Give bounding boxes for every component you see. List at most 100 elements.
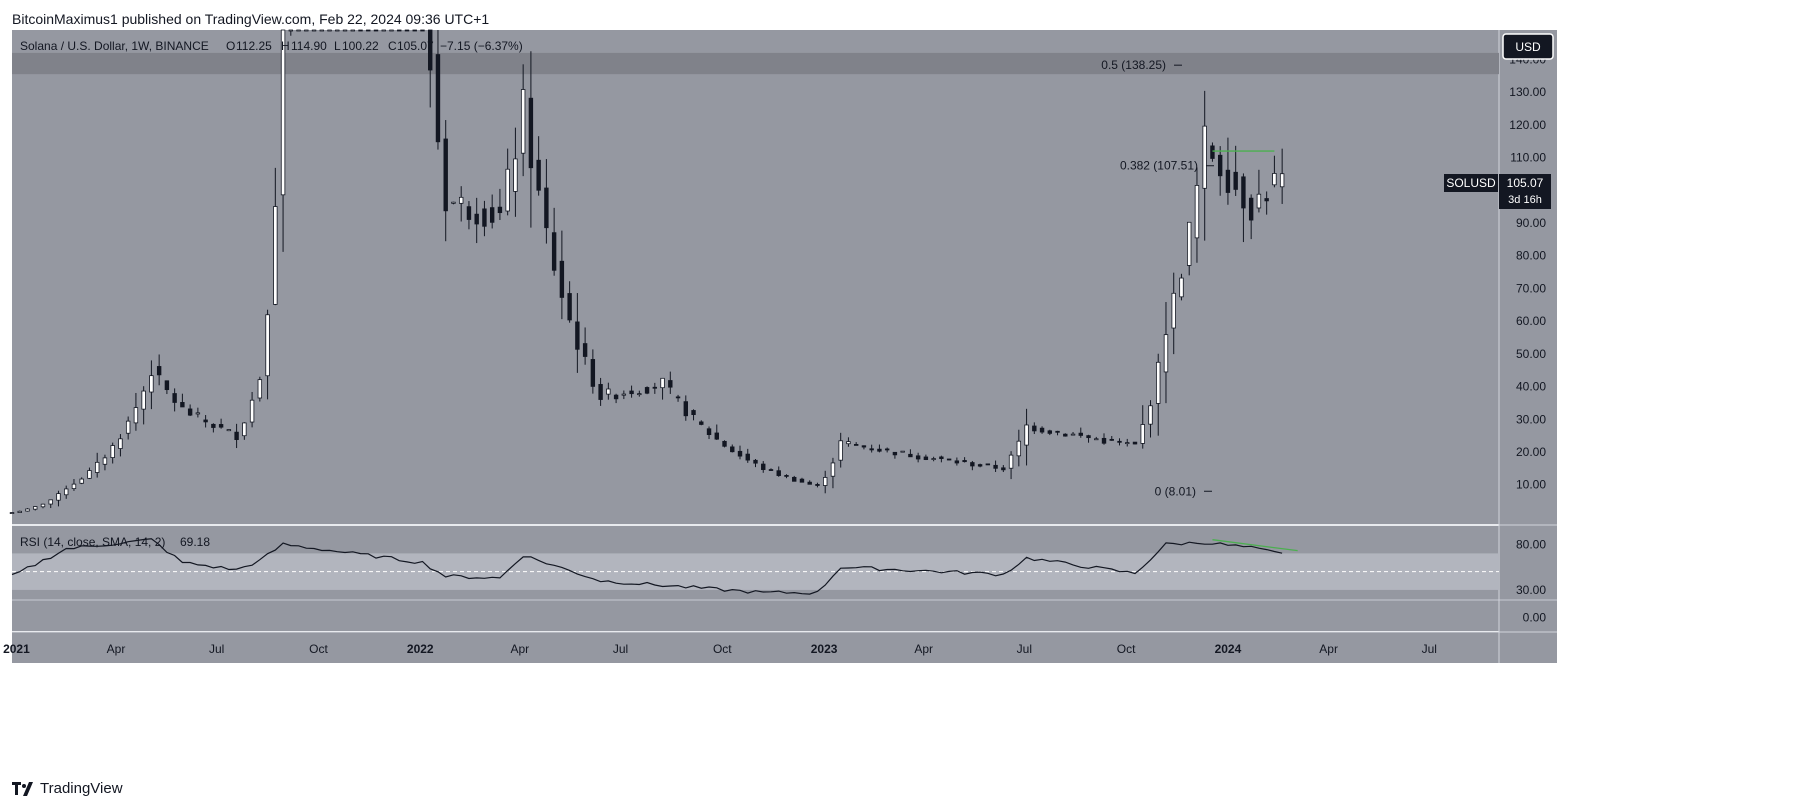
candle[interactable] <box>404 29 410 32</box>
candle[interactable] <box>156 354 162 386</box>
candle[interactable] <box>350 29 355 32</box>
candle[interactable] <box>1264 191 1269 215</box>
rsi-divergence-line[interactable] <box>1212 539 1298 552</box>
candle[interactable] <box>180 393 185 408</box>
candle[interactable] <box>861 445 867 450</box>
candle[interactable] <box>1233 145 1238 196</box>
candle[interactable] <box>536 136 541 196</box>
candle[interactable] <box>1140 405 1145 449</box>
candle[interactable] <box>745 448 750 463</box>
candle[interactable] <box>544 159 549 244</box>
candle[interactable] <box>892 451 898 459</box>
candle[interactable] <box>985 463 991 466</box>
price-chart[interactable]: 0.5 (138.25)0.382 (107.51)0 (8.01) 140.0… <box>0 0 1807 770</box>
candle[interactable] <box>691 409 696 421</box>
candle[interactable] <box>466 201 472 230</box>
candle[interactable] <box>172 388 177 412</box>
candle[interactable] <box>1179 273 1184 301</box>
candle[interactable] <box>373 29 379 32</box>
candle[interactable] <box>1109 436 1114 441</box>
candle[interactable] <box>559 230 565 320</box>
candle[interactable] <box>203 415 208 428</box>
candle[interactable] <box>489 194 495 229</box>
candle[interactable] <box>699 420 704 426</box>
candle[interactable] <box>954 457 960 466</box>
candle[interactable] <box>94 452 100 478</box>
currency-label[interactable]: USD <box>1515 40 1541 54</box>
candle[interactable] <box>87 467 92 480</box>
candle[interactable] <box>327 29 332 32</box>
candle[interactable] <box>1272 155 1277 188</box>
candle[interactable] <box>977 463 983 468</box>
candle[interactable] <box>799 477 805 483</box>
candle[interactable] <box>722 440 727 448</box>
candle[interactable] <box>474 197 479 244</box>
candle[interactable] <box>962 457 967 463</box>
candle[interactable] <box>1063 433 1068 437</box>
fib-level[interactable]: 0 (8.01) <box>1155 484 1212 498</box>
candle[interactable] <box>211 423 216 433</box>
candle[interactable] <box>668 371 673 394</box>
candle[interactable] <box>48 499 53 509</box>
candle[interactable] <box>428 29 433 108</box>
candle[interactable] <box>1132 441 1138 445</box>
candle[interactable] <box>187 404 193 417</box>
candle[interactable] <box>877 444 882 453</box>
candle[interactable] <box>807 480 812 485</box>
candle[interactable] <box>482 200 487 237</box>
candle[interactable] <box>575 293 580 373</box>
candle[interactable] <box>257 376 263 402</box>
candle[interactable] <box>273 167 278 306</box>
candle[interactable] <box>1086 434 1091 443</box>
candle[interactable] <box>644 386 650 395</box>
candle[interactable] <box>141 386 146 425</box>
candle[interactable] <box>25 508 30 512</box>
candle[interactable] <box>946 458 952 461</box>
candle[interactable] <box>520 64 526 177</box>
price-pane[interactable] <box>12 30 1499 524</box>
candle[interactable] <box>1217 146 1223 196</box>
candle[interactable] <box>389 29 394 32</box>
candle[interactable] <box>1125 438 1130 447</box>
candle[interactable] <box>815 482 820 488</box>
candle[interactable] <box>970 460 975 471</box>
candle[interactable] <box>335 29 340 32</box>
candle[interactable] <box>1016 429 1022 467</box>
candle[interactable] <box>513 127 518 217</box>
candle[interactable] <box>1070 431 1076 436</box>
candle[interactable] <box>675 394 681 402</box>
candle[interactable] <box>280 29 286 252</box>
candle[interactable] <box>412 29 417 32</box>
candle[interactable] <box>125 416 131 440</box>
candle[interactable] <box>923 454 929 461</box>
candle[interactable] <box>737 445 743 460</box>
candle[interactable] <box>993 460 998 473</box>
candle[interactable] <box>1055 430 1060 436</box>
candle[interactable] <box>884 447 890 453</box>
candle[interactable] <box>249 391 255 428</box>
candle[interactable] <box>71 479 77 491</box>
candle[interactable] <box>1032 422 1037 435</box>
candle[interactable] <box>1279 148 1285 204</box>
candle[interactable] <box>761 461 766 473</box>
candle[interactable] <box>683 395 688 421</box>
candle[interactable] <box>1117 438 1122 446</box>
candle[interactable] <box>319 29 324 32</box>
candle[interactable] <box>9 512 15 514</box>
candle[interactable] <box>164 380 170 395</box>
candle[interactable] <box>846 437 851 447</box>
candle[interactable] <box>443 120 448 242</box>
candle[interactable] <box>1194 167 1200 263</box>
candle[interactable] <box>118 434 123 457</box>
candle[interactable] <box>420 29 425 32</box>
candle[interactable] <box>613 393 619 404</box>
candle[interactable] <box>931 456 936 462</box>
candle[interactable] <box>497 188 503 220</box>
candle[interactable] <box>1187 221 1192 276</box>
candle[interactable] <box>234 423 239 449</box>
candle[interactable] <box>567 281 572 323</box>
candle[interactable] <box>637 390 642 397</box>
candle[interactable] <box>1202 90 1207 241</box>
candle[interactable] <box>1241 173 1246 243</box>
candle[interactable] <box>900 450 905 453</box>
